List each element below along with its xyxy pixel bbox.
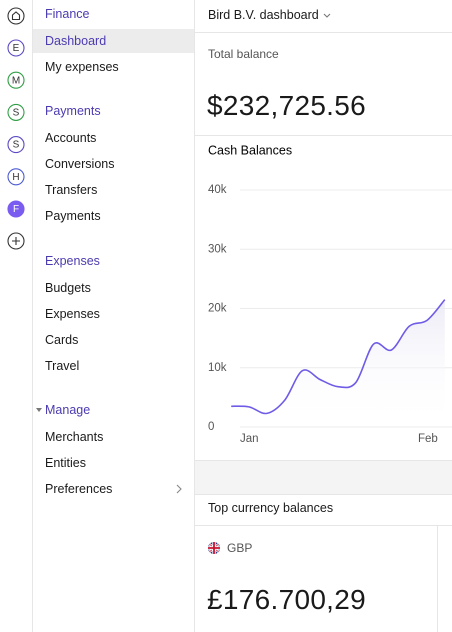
nav-item[interactable]: My expenses [45,60,119,74]
nav-item[interactable]: Entities [45,456,86,470]
line [231,299,446,415]
divider [195,32,452,33]
nav-item[interactable]: Conversions [45,157,115,171]
nav-item[interactable]: Travel [45,359,80,373]
chart-title: Cash Balances [208,143,292,157]
icon-circle [7,71,25,89]
icon-circle [7,136,25,154]
nav-item[interactable]: Budgets [45,281,91,295]
section-title[interactable]: Expenses [45,254,100,268]
rail-icons: E M S S H F [7,7,25,250]
workspace-icon[interactable]: H [7,168,25,186]
section-title[interactable]: Manage [45,403,91,417]
icon-circle [7,39,25,57]
section-gap [195,460,452,495]
icon-circle [7,168,25,186]
dashboard-title[interactable]: Bird B.V. dashboard [208,8,319,22]
divider [195,525,452,526]
total-balance-label: Total balance [208,47,279,61]
workspace-icon[interactable]: E [7,39,25,57]
x-tick-label: Jan [240,433,259,445]
chevron-right [176,484,182,494]
line-area [231,299,445,427]
chevron-path [176,484,182,494]
sidebar: Finance Dashboard My expenses Payments Accou… [33,0,195,632]
workspace-icon[interactable]: S [7,136,25,154]
chevron-down [323,13,331,18]
total-balance-value: $232,725.56 [207,90,367,121]
currency-balance: £176.700,29 [207,584,367,615]
icon-circle [7,103,25,121]
nav-item[interactable]: Cards [45,333,79,347]
icon-letter: H [12,172,19,183]
workspace-icon[interactable]: F [7,200,25,218]
y-tick-label: 20k [208,303,227,315]
section-title[interactable]: Payments [45,104,101,118]
icon-letter: M [12,75,20,86]
workspace-icon[interactable]: S [7,103,25,121]
nav-item[interactable]: Merchants [45,430,104,444]
icon-letter: E [13,43,20,54]
collapse-icon[interactable] [36,408,42,412]
workspace-icon[interactable]: M [7,71,25,89]
uk-flag [208,542,220,554]
icon-rail: E M S S H F [0,0,33,632]
section-title[interactable]: Finance [45,7,90,21]
y-tick-label: 40k [208,184,227,196]
icon-letter: S [13,108,20,119]
y-tick-label: 10k [208,362,227,374]
nav-item[interactable]: Payments [45,209,101,223]
icon-letter: F [13,204,19,215]
nav-item[interactable]: Accounts [45,131,97,145]
nav-item[interactable]: Preferences [45,482,113,496]
y-tick-label: 30k [208,243,227,255]
card-divider [437,525,438,632]
divider [195,135,452,136]
icon-circle [7,200,25,218]
icon-letter: S [13,140,20,151]
x-tick-label: Feb [418,433,438,445]
home-icon[interactable] [7,7,25,25]
y-tick-label: 0 [208,421,214,433]
cash-chart: Cash Balances 0 10k 20k 30k 40k Jan Feb [208,143,452,445]
nav-item[interactable]: Expenses [45,307,100,321]
currency-section-title: Top currency balances [208,501,334,515]
nav-item[interactable]: Transfers [45,183,98,197]
main-panel: Bird B.V. dashboard Total balance $232,7… [195,0,452,632]
currency-code: GBP [227,541,253,555]
nav-item[interactable]: Dashboard [33,29,194,53]
add-icon[interactable] [7,232,25,250]
